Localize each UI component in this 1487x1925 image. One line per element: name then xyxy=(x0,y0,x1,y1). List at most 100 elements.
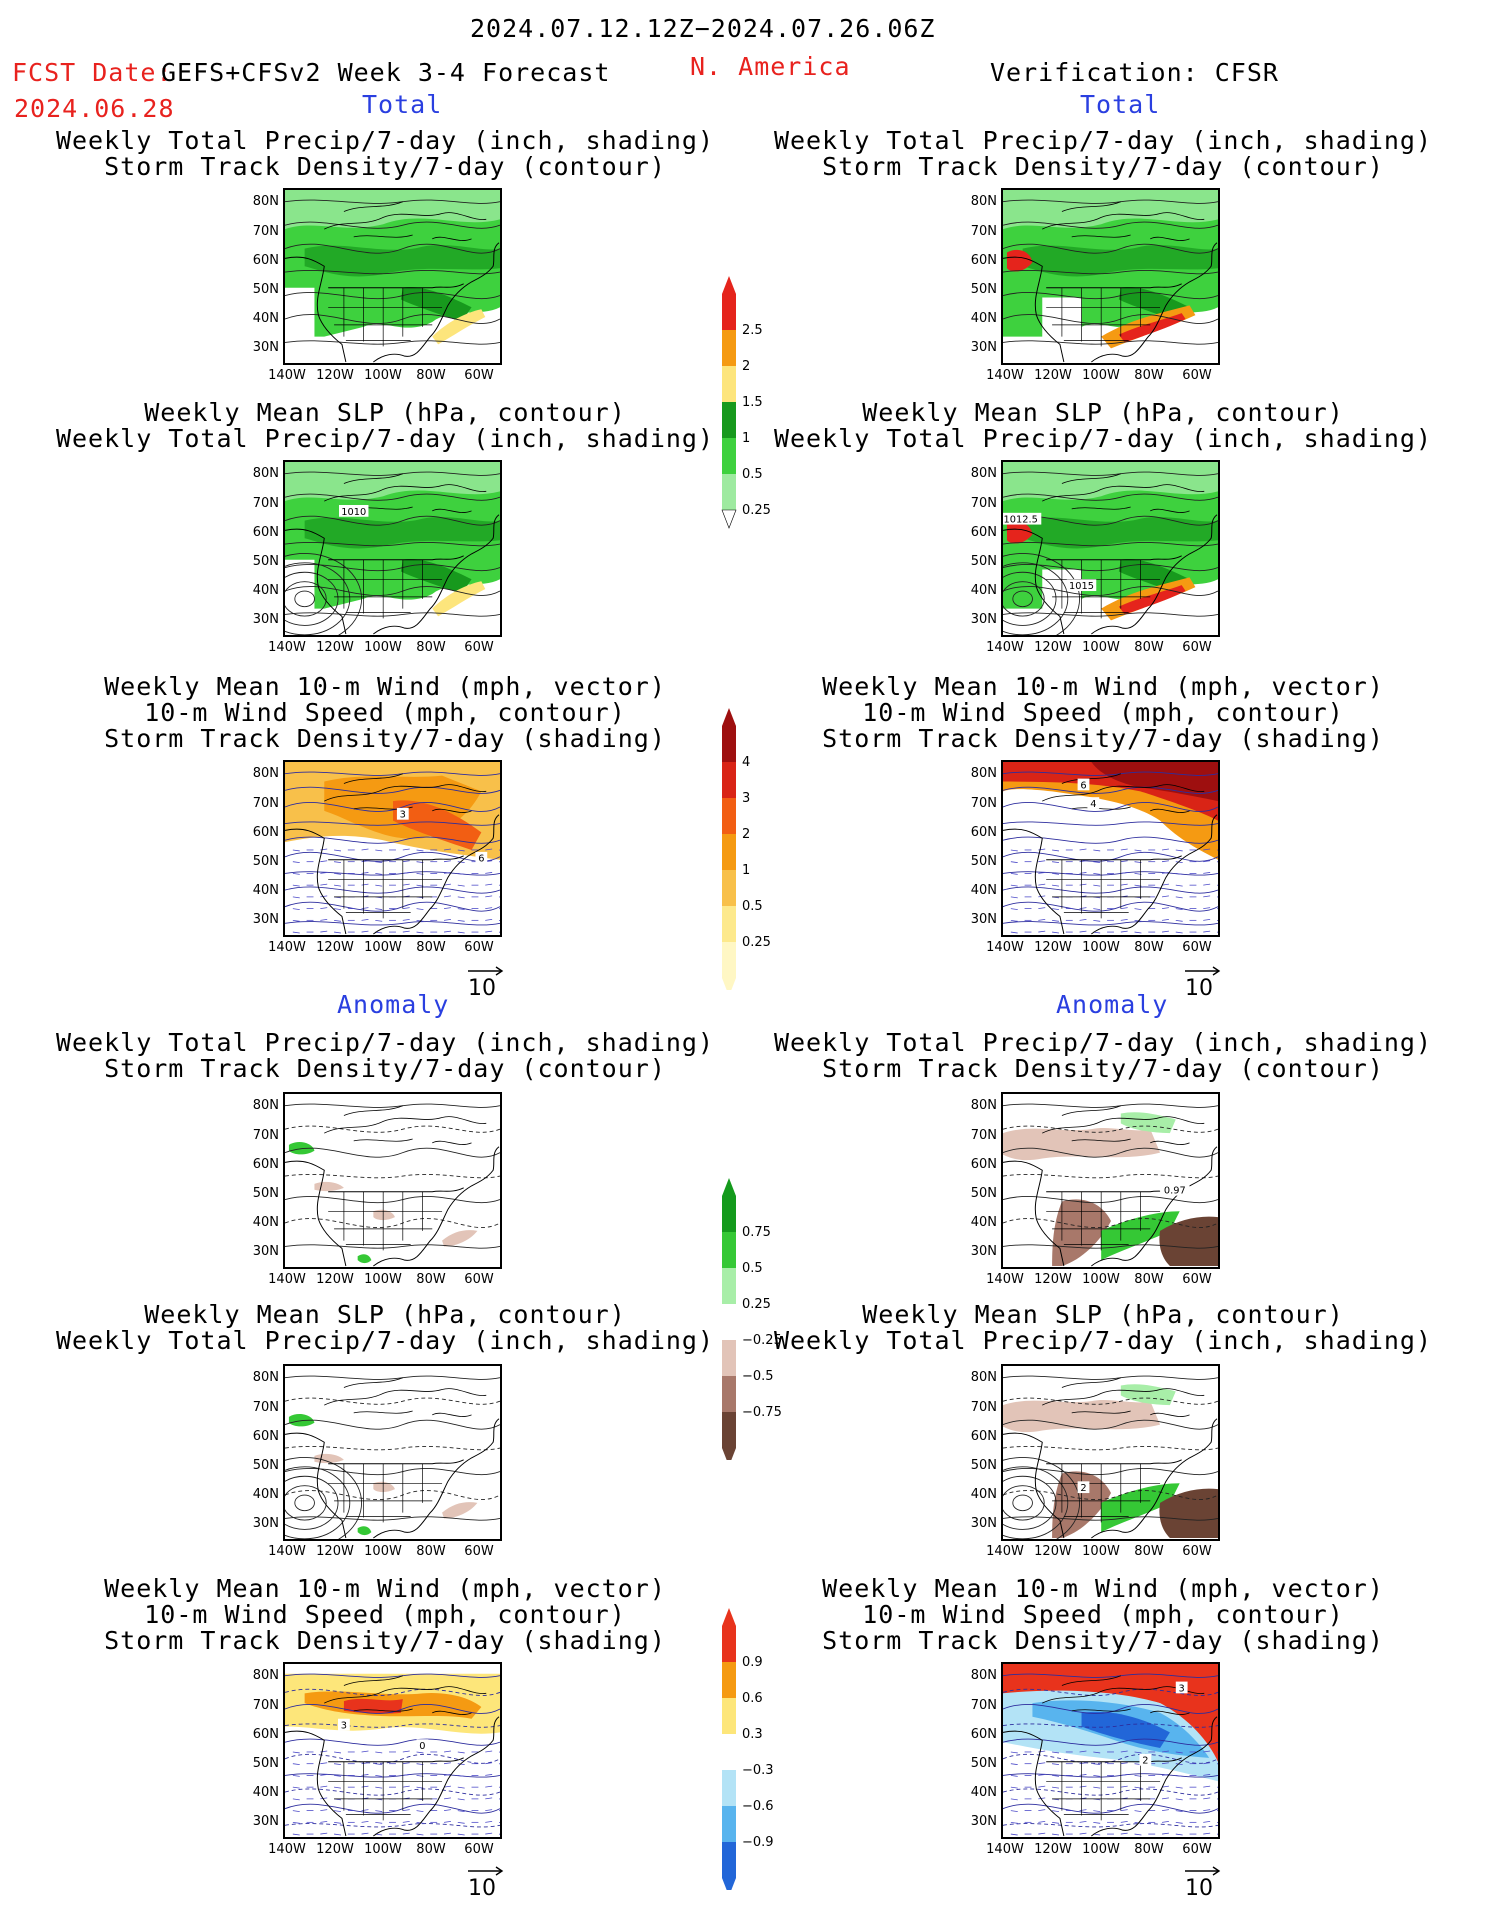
colorbar-swatch xyxy=(722,276,736,294)
lat-label: 60N xyxy=(970,525,997,540)
contour-label: 6 xyxy=(478,854,484,865)
lat-label: 40N xyxy=(970,1785,997,1800)
colorbar-swatch xyxy=(722,1842,736,1878)
lon-label: 120W xyxy=(1034,1272,1072,1287)
colorbar-swatch xyxy=(722,1340,736,1376)
contour-label-bg xyxy=(338,505,369,517)
colorbar-swatch xyxy=(722,1806,736,1842)
arrow-right-icon xyxy=(1185,1866,1221,1876)
map-canvas: 2 xyxy=(1003,1366,1218,1539)
lon-label: 120W xyxy=(1034,940,1072,955)
map-panel-precip-anom-vf: 0.97 xyxy=(1001,1092,1220,1269)
coastlines xyxy=(285,1105,500,1267)
map-canvas xyxy=(285,1375,500,1539)
lon-label: 100W xyxy=(1082,1842,1120,1857)
colorbar-swatch xyxy=(722,1304,736,1340)
colorbar-swatch xyxy=(722,294,736,330)
colorbar-swatch xyxy=(722,1734,736,1770)
lat-label: 40N xyxy=(970,1215,997,1230)
lat-label: 70N xyxy=(252,1698,279,1713)
field-contours xyxy=(1003,199,1218,345)
lon-label: 100W xyxy=(364,1842,402,1857)
lon-label: 120W xyxy=(1034,640,1072,655)
colorbar-svg: 4 3 2 1 0.5 0.25 xyxy=(722,708,771,996)
field-shading xyxy=(1003,1366,1218,1539)
colorbar-swatch xyxy=(722,1770,736,1806)
lon-label: 60W xyxy=(464,940,494,955)
colorbar-tick: 0.9 xyxy=(742,1655,763,1670)
lat-label: 70N xyxy=(252,1128,279,1143)
lat-label: 30N xyxy=(252,912,279,927)
lon-label: 60W xyxy=(1182,1842,1212,1857)
section-total-right: Total xyxy=(1080,90,1161,119)
arrow-right-icon xyxy=(468,1866,504,1876)
panel-title: Weekly Mean SLP (hPa, contour) Weekly To… xyxy=(55,398,715,453)
colorbar-swatch xyxy=(722,1626,736,1662)
colorbar-swatch xyxy=(722,726,736,762)
lon-label: 120W xyxy=(1034,368,1072,383)
lat-label: 80N xyxy=(970,1370,997,1385)
section-anomaly-left: Anomaly xyxy=(337,990,450,1019)
colorbar-tick: 0.6 xyxy=(742,1691,763,1706)
lat-label: 30N xyxy=(970,1244,997,1259)
colorbar-swatch xyxy=(722,1698,736,1734)
lat-label: 40N xyxy=(252,1487,279,1502)
lon-label: 80W xyxy=(416,940,446,955)
colorbar-tick: 0.75 xyxy=(742,1225,771,1240)
lon-label: 100W xyxy=(1082,1272,1120,1287)
panel-title: Weekly Mean SLP (hPa, contour) Weekly To… xyxy=(773,1300,1433,1355)
lon-label: 60W xyxy=(1182,940,1212,955)
colorbar-tick: 0.3 xyxy=(742,1727,763,1742)
contour-label: 0.97 xyxy=(1164,1186,1186,1197)
lat-label: 80N xyxy=(970,194,997,209)
lat-label: 60N xyxy=(970,1157,997,1172)
contour-label: 3 xyxy=(341,1721,347,1732)
colorbar-swatch xyxy=(722,1448,736,1466)
lat-label: 50N xyxy=(252,282,279,297)
lat-label: 60N xyxy=(252,253,279,268)
lat-label: 60N xyxy=(970,825,997,840)
lon-label: 140W xyxy=(268,1544,306,1559)
colorbar-swatch xyxy=(722,1232,736,1268)
map-panel-slp-anom-vf: 2 xyxy=(1001,1364,1220,1541)
lon-label: 80W xyxy=(416,368,446,383)
colorbar-swatch xyxy=(722,402,736,438)
contour-label-bg xyxy=(1175,1681,1188,1694)
field-contours xyxy=(1003,771,1218,934)
lon-label: 120W xyxy=(316,640,354,655)
lat-label: 80N xyxy=(970,766,997,781)
lat-label: 70N xyxy=(970,796,997,811)
map-canvas: 0.97 xyxy=(1003,1094,1218,1267)
coastlines xyxy=(1003,773,1218,935)
lon-label: 140W xyxy=(986,1272,1024,1287)
colorbar-swatch xyxy=(722,1878,736,1896)
map-canvas xyxy=(285,190,500,363)
field-contours xyxy=(285,1103,500,1249)
colorbar-swatch xyxy=(721,509,737,529)
colorbar-tick: 0.25 xyxy=(742,935,771,950)
lat-label: 50N xyxy=(970,1756,997,1771)
lon-label: 60W xyxy=(1182,640,1212,655)
lon-label: 140W xyxy=(986,940,1024,955)
map-panel-slp-anom-fc xyxy=(283,1364,502,1541)
panel-title: Weekly Mean 10-m Wind (mph, vector) 10-m… xyxy=(104,1574,666,1655)
lat-label: 70N xyxy=(970,1128,997,1143)
map-canvas: 30 xyxy=(285,1673,500,1837)
colorbar-swatch xyxy=(722,1608,736,1626)
field-shading xyxy=(1003,462,1218,635)
lon-label: 80W xyxy=(416,1544,446,1559)
lat-label: 60N xyxy=(252,1429,279,1444)
colorbar-tick: 0.5 xyxy=(742,899,763,914)
lat-label: 60N xyxy=(970,253,997,268)
lon-label: 60W xyxy=(464,368,494,383)
colorbar-tick: 0.25 xyxy=(742,503,771,518)
lat-label: 50N xyxy=(252,554,279,569)
contour-label-bg xyxy=(1066,579,1097,592)
contour-label: 1010 xyxy=(341,507,366,518)
lat-label: 30N xyxy=(252,1244,279,1259)
lat-label: 60N xyxy=(252,1157,279,1172)
map-canvas: 64 xyxy=(1003,762,1218,935)
lat-label: 60N xyxy=(970,1429,997,1444)
contour-label-bg xyxy=(1077,778,1090,791)
